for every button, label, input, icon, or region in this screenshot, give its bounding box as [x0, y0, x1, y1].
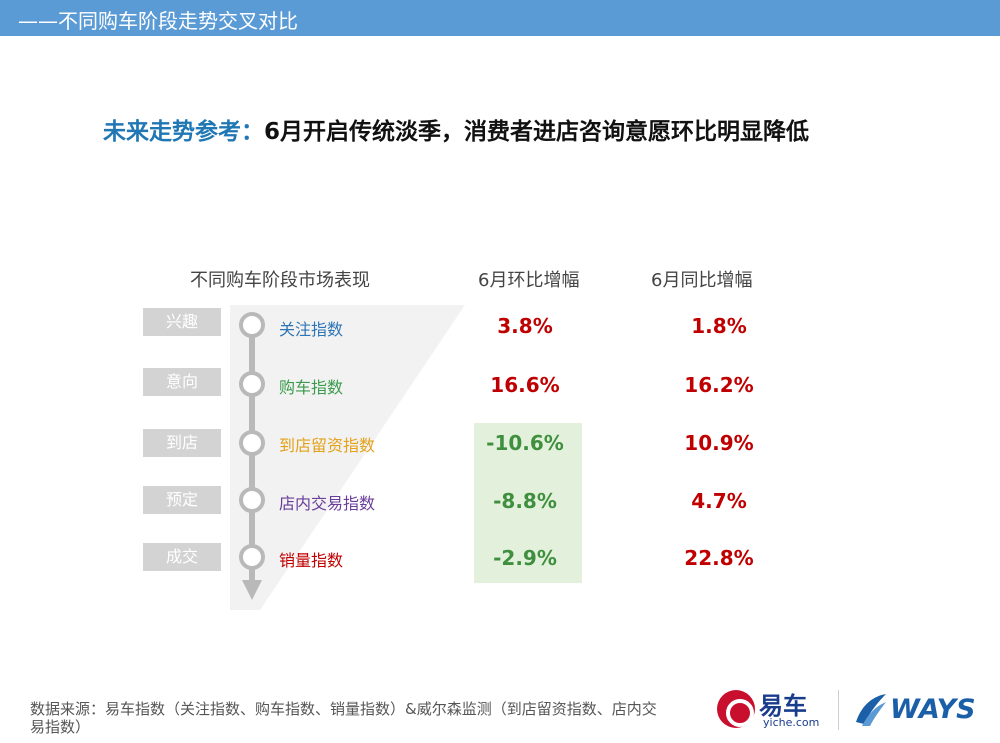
stage-label-close: 成交 [143, 543, 221, 571]
value-mom-visit-lead: -10.6% [486, 431, 564, 455]
mom-decline-highlight [474, 423, 582, 583]
ways-logo: WAYS [852, 690, 977, 732]
value-yoy-visit-lead: 10.9% [684, 431, 754, 455]
yiche-logo-icon [717, 690, 755, 728]
header-title: ——不同购车阶段走势交叉对比 [18, 9, 298, 33]
logo-divider [838, 690, 839, 730]
column-header-yoy: 6月同比增幅 [651, 270, 753, 291]
index-label-store-deal: 店内交易指数 [279, 494, 376, 513]
value-mom-store-deal: -8.8% [493, 489, 557, 513]
header-bar: ——不同购车阶段走势交叉对比 [0, 0, 1000, 36]
timeline-node [239, 371, 265, 397]
value-mom-sales: -2.9% [493, 546, 557, 570]
index-label-attention: 关注指数 [279, 320, 344, 339]
value-mom-purchase: 16.6% [490, 373, 560, 397]
index-label-sales: 销量指数 [279, 551, 344, 570]
ways-logo-text: WAYS [890, 694, 976, 725]
yiche-logo-domain: yiche.com [763, 716, 820, 729]
column-header-mom: 6月环比增幅 [478, 270, 580, 291]
value-yoy-attention: 1.8% [691, 314, 747, 338]
yiche-logo: 易车 yiche.com [717, 686, 827, 732]
timeline-arrow-icon [242, 580, 262, 600]
stage-label-intent: 意向 [143, 368, 221, 396]
value-yoy-purchase: 16.2% [684, 373, 754, 397]
headline-lead: 未来走势参考： [103, 119, 264, 145]
column-header-stage: 不同购车阶段市场表现 [190, 270, 370, 291]
data-source-note: 数据来源：易车指数（关注指数、购车指数、销量指数）&威尔森监测（到店留资指数、店… [30, 700, 657, 736]
timeline-node [239, 487, 265, 513]
value-yoy-sales: 22.8% [684, 546, 754, 570]
yiche-logo-text: 易车 [759, 692, 807, 720]
timeline-node [239, 430, 265, 456]
value-yoy-store-deal: 4.7% [691, 489, 747, 513]
funnel-shape [230, 305, 465, 610]
ways-logo-icon [856, 694, 886, 726]
index-label-visit-lead: 到店留资指数 [279, 436, 376, 455]
headline-rest: 6月开启传统淡季，消费者进店咨询意愿环比明显降低 [264, 119, 810, 145]
timeline-node [239, 544, 265, 570]
stage-label-visit: 到店 [143, 429, 221, 457]
stage-label-interest: 兴趣 [143, 308, 221, 336]
headline: 未来走势参考：6月开启传统淡季，消费者进店咨询意愿环比明显降低 [103, 112, 809, 146]
timeline-node [239, 312, 265, 338]
index-label-purchase: 购车指数 [279, 378, 344, 397]
value-mom-attention: 3.8% [497, 314, 553, 338]
stage-label-reserve: 预定 [143, 486, 221, 514]
